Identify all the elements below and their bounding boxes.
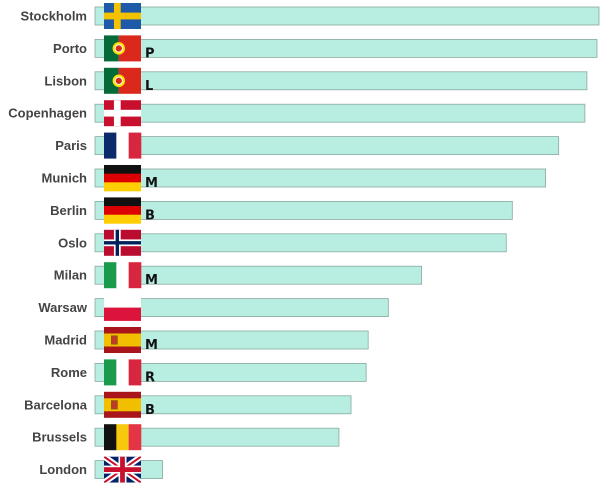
category-label: Warsaw <box>38 300 88 315</box>
spain-flag-icon <box>104 391 141 418</box>
bar-milan <box>94 265 422 285</box>
category-label: London <box>39 462 87 477</box>
bar-munich <box>94 168 546 188</box>
bar-annotation: M <box>145 338 158 353</box>
france-flag-icon <box>104 132 142 159</box>
category-label: Brussels <box>32 430 87 445</box>
category-label: Lisbon <box>44 73 87 88</box>
bar-stockholm <box>94 6 600 26</box>
bar-warsaw <box>94 298 389 318</box>
italy-flag-icon <box>104 262 142 289</box>
germany-flag-icon <box>104 165 141 192</box>
denmark-flag-icon <box>104 100 141 127</box>
norway-flag-icon <box>104 229 141 256</box>
category-label: Milan <box>54 268 87 283</box>
bar-madrid <box>94 330 369 350</box>
bar-annotation: R <box>145 370 155 385</box>
poland-flag-icon <box>104 294 141 321</box>
bar-oslo <box>94 233 507 253</box>
category-label: Rome <box>51 365 87 380</box>
bar-lisbon <box>94 71 588 91</box>
portugal-flag-icon <box>104 35 141 62</box>
category-label: Berlin <box>50 203 87 218</box>
bar-porto <box>94 39 598 58</box>
belgium-flag-icon <box>104 424 142 451</box>
bar-annotation: B <box>145 403 155 418</box>
bar-paris <box>94 136 560 156</box>
category-label: Munich <box>42 171 88 186</box>
sweden-flag-icon <box>104 3 141 29</box>
bar-rome <box>94 362 367 382</box>
bar-annotation: M <box>145 273 158 288</box>
bar-annotation: L <box>145 79 153 94</box>
bar-barcelona <box>94 395 352 415</box>
category-label: Barcelona <box>24 397 88 412</box>
bar-annotation: P <box>145 46 155 61</box>
bar-brussels <box>94 427 340 447</box>
bar-copenhagen <box>94 103 586 123</box>
bar-annotation: B <box>145 208 155 223</box>
spain-flag-icon <box>104 327 141 353</box>
category-label: Porto <box>53 41 87 56</box>
category-label: Paris <box>55 138 87 153</box>
uk-flag-icon <box>104 456 141 483</box>
germany-flag-icon <box>104 197 141 224</box>
category-label: Oslo <box>58 235 87 250</box>
italy-flag-icon <box>104 359 142 386</box>
bar-annotation: M <box>145 176 158 191</box>
category-label: Stockholm <box>21 9 87 24</box>
portugal-flag-icon <box>104 67 141 94</box>
bar-berlin <box>94 200 513 220</box>
category-label: Copenhagen <box>8 106 87 121</box>
category-label: Madrid <box>44 333 87 348</box>
